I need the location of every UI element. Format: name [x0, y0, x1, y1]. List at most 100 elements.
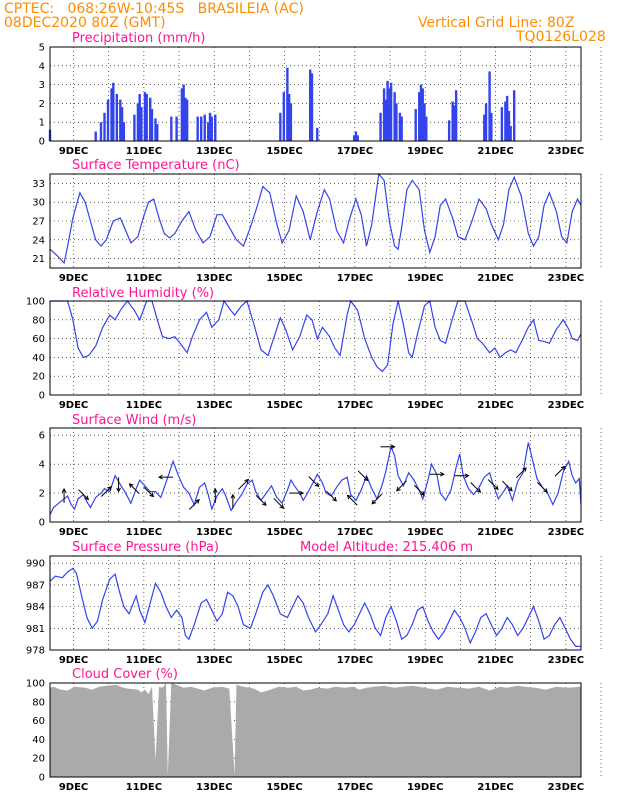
- pressure-ytick-label: 987: [26, 580, 45, 591]
- rh-xtick-label: 19DEC: [407, 400, 443, 411]
- temp-xtick-label: 13DEC: [196, 273, 232, 284]
- rh-xtick-label: 11DEC: [126, 400, 162, 411]
- precip-bar: [156, 124, 159, 141]
- wind-arrow-head: [522, 467, 527, 472]
- wind-ytick-label: 2: [39, 489, 45, 500]
- wind-arrow-head: [363, 476, 369, 482]
- wind-arrow-head: [116, 487, 121, 493]
- precip-bar: [507, 110, 511, 141]
- cloud-title: Cloud Cover (%): [72, 667, 178, 682]
- pressure-xtick-label: 11DEC: [126, 655, 162, 666]
- rh-xtick-label: 15DEC: [266, 400, 302, 411]
- wind-arrow: [129, 483, 140, 494]
- precip-bar: [389, 82, 393, 141]
- precip-ytick-label: 4: [39, 61, 45, 72]
- temp-xtick-label: 17DEC: [337, 273, 373, 284]
- precip-bar: [154, 118, 157, 141]
- precip-xtick-label: 23DEC: [548, 146, 584, 157]
- precip-xtick-label: 13DEC: [196, 146, 232, 157]
- wind-arrow-head: [494, 485, 499, 491]
- pressure-title: Surface Pressure (hPa): [72, 540, 219, 555]
- rh-ytick-label: 40: [32, 353, 45, 364]
- pressure-ytick-label: 978: [26, 646, 45, 657]
- pressure-line: [49, 567, 581, 647]
- wind-frame: [49, 427, 582, 523]
- rh-frame: [49, 300, 582, 396]
- precip-bar: [384, 99, 388, 141]
- precip-bar: [150, 109, 154, 141]
- wind-arrow-head: [279, 504, 285, 509]
- wind-ytick-label: 6: [39, 431, 45, 442]
- wind-arrow: [308, 476, 319, 487]
- precip-xtick-label: 17DEC: [337, 146, 373, 157]
- precip-ytick-label: 3: [39, 80, 45, 91]
- precip-bar: [352, 135, 356, 141]
- wind-arrow: [554, 466, 566, 477]
- precip-bar: [200, 116, 203, 141]
- precip-bar: [421, 88, 424, 141]
- precip-bar: [400, 116, 403, 141]
- rh-ytick-label: 20: [32, 372, 45, 383]
- wind-arrow-head: [464, 473, 470, 479]
- temp-title: Surface Temperature (nC): [72, 158, 240, 173]
- rh-xtick-label: 23DEC: [548, 400, 584, 411]
- rh-ytick-label: 80: [32, 315, 45, 326]
- wind-arrow-head: [396, 486, 401, 492]
- wind-arrow: [413, 484, 425, 496]
- cloud-ytick-label: 80: [32, 697, 45, 708]
- wind-arrow-head: [371, 499, 377, 505]
- cloud-xtick-label: 15DEC: [266, 782, 302, 793]
- cloud-ytick-label: 0: [39, 773, 45, 784]
- precip-bar: [504, 101, 507, 141]
- precip-bar: [279, 112, 282, 141]
- precip-bar: [453, 105, 456, 141]
- wind-arrow: [238, 479, 249, 490]
- precip-xtick-label: 19DEC: [407, 146, 443, 157]
- temp-ytick-label: 30: [32, 198, 45, 209]
- wind-arrow-head: [332, 496, 337, 502]
- precip-bar: [512, 90, 516, 141]
- precip-bar: [316, 127, 319, 141]
- header-model-id: TQ0126L028: [516, 29, 606, 45]
- cloud-xtick-label: 23DEC: [548, 782, 584, 793]
- temp-xtick-label: 11DEC: [126, 273, 162, 284]
- precip-title: Precipitation (mm/h): [72, 31, 205, 46]
- precip-bar: [140, 107, 143, 141]
- precip-bar: [388, 88, 391, 141]
- temp-xtick-label: 19DEC: [407, 273, 443, 284]
- precip-ytick-label: 0: [39, 137, 45, 148]
- pressure-xtick-label: 23DEC: [548, 655, 584, 666]
- wind-arrow-head: [440, 471, 445, 477]
- precip-bar: [143, 92, 147, 141]
- cloud-xtick-label: 13DEC: [196, 782, 232, 793]
- precip-ytick-label: 5: [39, 43, 45, 54]
- precip-bar: [483, 114, 486, 141]
- cloud-xtick-label: 11DEC: [126, 782, 162, 793]
- rh-ytick-label: 0: [39, 391, 45, 402]
- precip-xtick-label: 11DEC: [126, 146, 162, 157]
- wind-arrow: [143, 486, 154, 497]
- precip-bar: [395, 103, 398, 141]
- precip-bar: [309, 69, 312, 141]
- temp-ytick-label: 21: [32, 254, 45, 265]
- precip-bar: [106, 99, 110, 141]
- precip-bar: [145, 94, 148, 141]
- wind-xtick-label: 11DEC: [126, 527, 162, 538]
- wind-xtick-label: 23DEC: [548, 527, 584, 538]
- precip-bar: [185, 99, 189, 141]
- wind-arrow: [188, 499, 200, 510]
- cloud-xtick-label: 17DEC: [337, 782, 373, 793]
- header-grid-info: Vertical Grid Line: 80Z: [418, 15, 575, 31]
- precip-bar: [203, 114, 206, 141]
- temp-frame: [49, 173, 582, 269]
- precip-bar: [505, 95, 509, 141]
- precip-bar: [184, 97, 187, 141]
- wind-arrow-head: [560, 465, 566, 471]
- precip-bar: [354, 131, 358, 141]
- precip-bar: [379, 112, 382, 141]
- wind-arrow-head: [149, 492, 155, 498]
- precip-bar: [393, 92, 396, 141]
- precip-bar: [99, 122, 103, 141]
- cloud-ytick-label: 40: [32, 735, 45, 746]
